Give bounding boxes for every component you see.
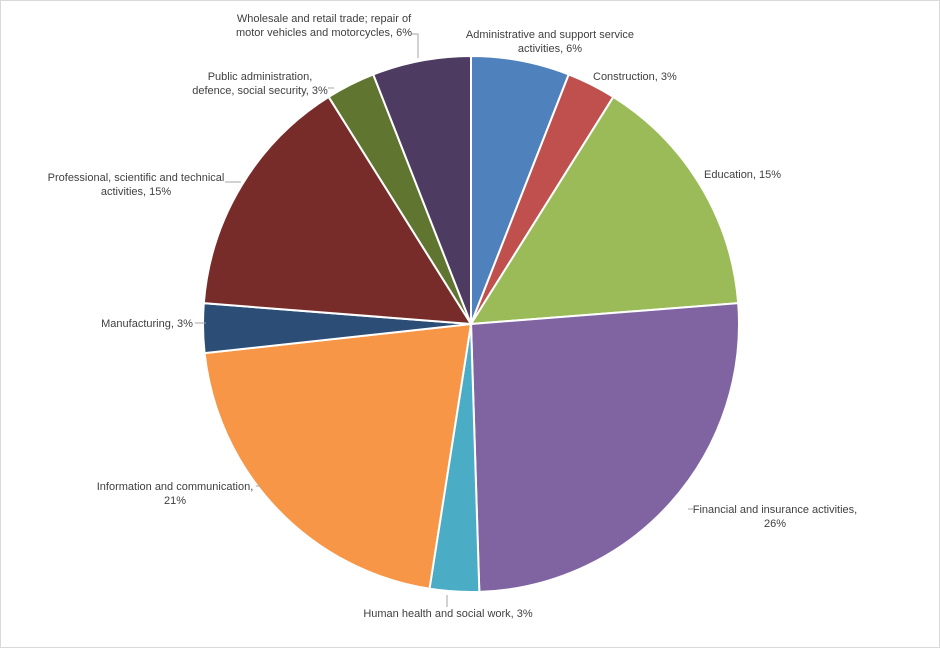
data-label-line: Public administration, (208, 71, 313, 83)
data-label-9: Public administration, defence, social se… (192, 71, 328, 97)
data-label-6: Information and communication, 21% (97, 481, 254, 507)
data-label-2: Construction, 3% (593, 71, 677, 83)
data-label-5: Human health and social work, 3% (363, 608, 533, 620)
pie-slices (202, 54, 740, 593)
data-label-line: Human health and social work, 3% (363, 608, 533, 620)
pie-slice-10 (371, 54, 472, 325)
data-label-line: activities, 6% (518, 43, 582, 55)
data-label-10: Wholesale and retail trade; repair of mot… (236, 13, 412, 39)
data-label-line: Construction, 3% (593, 71, 677, 83)
data-label-line: Professional, scientific and technical (48, 172, 225, 184)
pie-slice-4 (469, 302, 740, 593)
data-label-line: defence, social security, 3% (192, 85, 328, 97)
data-labels: Administrative and support service activi… (48, 13, 858, 620)
data-label-4: Financial and insurance activities, 26% (693, 504, 857, 530)
pie-slice-8 (202, 95, 473, 326)
leader-line-10 (411, 33, 419, 58)
data-label-line: Manufacturing, 3% (101, 318, 193, 330)
data-label-8: Professional, scientific and technical ac… (48, 172, 225, 198)
data-label-line: motor vehicles and motorcycles, 6% (236, 27, 412, 39)
data-label-line: 26% (764, 518, 786, 530)
data-label-line: Financial and insurance activities, (693, 504, 857, 516)
leader-lines (195, 33, 693, 607)
pie-slice-6 (203, 322, 473, 590)
data-label-line: 21% (164, 495, 186, 507)
pie-slice-3 (469, 95, 740, 326)
data-label-line: activities, 15% (101, 186, 172, 198)
data-label-7: Manufacturing, 3% (101, 318, 193, 330)
data-label-line: Administrative and support service (466, 29, 634, 41)
data-label-1: Administrative and support service activi… (466, 29, 634, 55)
data-label-line: Education, 15% (704, 169, 781, 181)
data-label-line: Information and communication, (97, 481, 254, 493)
data-label-3: Education, 15% (704, 169, 781, 181)
data-label-line: Wholesale and retail trade; repair of (237, 13, 412, 25)
